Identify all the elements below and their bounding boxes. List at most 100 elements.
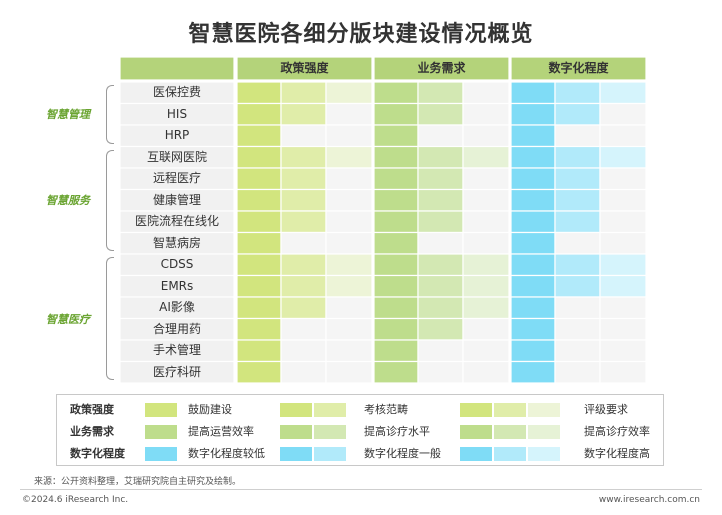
legend-swatch bbox=[494, 447, 526, 461]
header-cell bbox=[236, 56, 373, 81]
source-note: 来源：公开资料整理，艾瑞研究院自主研究及绘制。 bbox=[34, 477, 242, 487]
row-label: 医院流程在线化 bbox=[134, 214, 219, 228]
legend-swatch bbox=[145, 403, 177, 417]
level-cell bbox=[462, 167, 510, 191]
page-title: 智慧医院各细分版块建设情况概览 bbox=[188, 22, 534, 47]
legend-level-label: 考核范畴 bbox=[364, 403, 408, 416]
level-cell bbox=[236, 253, 282, 277]
level-cell bbox=[236, 145, 282, 169]
header-corner-cell bbox=[119, 56, 235, 81]
level-cell bbox=[417, 210, 464, 234]
level-cell bbox=[554, 231, 601, 255]
level-cell bbox=[280, 296, 327, 320]
level-cell bbox=[554, 317, 601, 341]
level-cell bbox=[417, 360, 464, 384]
level-cell bbox=[417, 296, 464, 320]
level-cell bbox=[554, 274, 601, 298]
level-cell bbox=[280, 231, 327, 255]
level-cell bbox=[462, 339, 510, 363]
level-cell bbox=[554, 210, 601, 234]
level-cell bbox=[462, 124, 510, 148]
level-cell bbox=[510, 145, 556, 169]
level-cell bbox=[325, 124, 373, 148]
level-cell bbox=[599, 102, 647, 126]
level-cell bbox=[417, 124, 464, 148]
level-cell bbox=[510, 231, 556, 255]
footer-divider bbox=[20, 489, 702, 490]
level-cell bbox=[554, 102, 601, 126]
level-cell bbox=[554, 360, 601, 384]
level-cell bbox=[417, 145, 464, 169]
level-cell bbox=[510, 102, 556, 126]
level-cell bbox=[510, 360, 556, 384]
legend-level-label: 提高运营效率 bbox=[188, 425, 254, 438]
legend-swatch bbox=[494, 403, 526, 417]
row-label: 医保控费 bbox=[152, 85, 201, 99]
level-cell bbox=[236, 210, 282, 234]
level-cell bbox=[236, 360, 282, 384]
level-cell bbox=[325, 274, 373, 298]
legend-swatch bbox=[314, 425, 346, 439]
copyright: ©2024.6 iResearch Inc. bbox=[22, 495, 129, 505]
level-cell bbox=[373, 210, 419, 234]
level-cell bbox=[462, 145, 510, 169]
group-label: 智慧服务 bbox=[46, 194, 90, 208]
level-cell bbox=[280, 102, 327, 126]
level-cell bbox=[236, 317, 282, 341]
overview-table bbox=[119, 56, 647, 384]
level-cell bbox=[417, 274, 464, 298]
row-label: 合理用药 bbox=[152, 321, 201, 336]
column-header: 业务需求 bbox=[417, 61, 466, 75]
row-label: EMRs bbox=[160, 278, 194, 293]
header-cell bbox=[373, 56, 510, 81]
legend-swatch bbox=[528, 403, 560, 417]
level-cell bbox=[510, 210, 556, 234]
level-cell bbox=[462, 231, 510, 255]
level-cell bbox=[510, 167, 556, 191]
level-cell bbox=[325, 231, 373, 255]
group-bracket bbox=[106, 149, 114, 251]
legend-category: 政策强度 bbox=[70, 403, 114, 416]
legend-swatch bbox=[460, 425, 492, 439]
level-cell bbox=[325, 253, 373, 277]
legend-level-label: 数字化程度一般 bbox=[364, 447, 441, 460]
level-cell bbox=[325, 210, 373, 234]
row-label: AI影像 bbox=[159, 300, 195, 314]
legend-swatch bbox=[280, 403, 312, 417]
level-cell bbox=[280, 317, 327, 341]
level-cell bbox=[599, 231, 647, 255]
level-cell bbox=[236, 274, 282, 298]
level-cell bbox=[236, 167, 282, 191]
level-cell bbox=[554, 81, 601, 105]
level-cell bbox=[236, 188, 282, 212]
level-cell bbox=[373, 102, 419, 126]
level-cell bbox=[510, 253, 556, 277]
row-label: 远程医疗 bbox=[152, 171, 201, 185]
level-cell bbox=[280, 145, 327, 169]
level-cell bbox=[599, 253, 647, 277]
level-cell bbox=[236, 296, 282, 320]
legend-swatch bbox=[528, 447, 560, 461]
level-cell bbox=[325, 81, 373, 105]
level-cell bbox=[325, 360, 373, 384]
level-cell bbox=[462, 188, 510, 212]
level-cell bbox=[554, 188, 601, 212]
level-cell bbox=[554, 253, 601, 277]
level-cell bbox=[599, 296, 647, 320]
level-cell bbox=[373, 145, 419, 169]
row-label: HRP bbox=[164, 128, 190, 142]
level-cell bbox=[462, 317, 510, 341]
group-bracket bbox=[106, 257, 114, 380]
level-cell bbox=[280, 124, 327, 148]
level-cell bbox=[280, 360, 327, 384]
level-cell bbox=[325, 339, 373, 363]
level-cell bbox=[373, 296, 419, 320]
level-cell bbox=[280, 253, 327, 277]
level-cell bbox=[236, 231, 282, 255]
row-label: 智慧病房 bbox=[152, 235, 201, 250]
legend-swatch bbox=[494, 425, 526, 439]
level-cell bbox=[462, 296, 510, 320]
level-cell bbox=[373, 274, 419, 298]
level-cell bbox=[373, 124, 419, 148]
row-label: 互联网医院 bbox=[146, 149, 207, 164]
